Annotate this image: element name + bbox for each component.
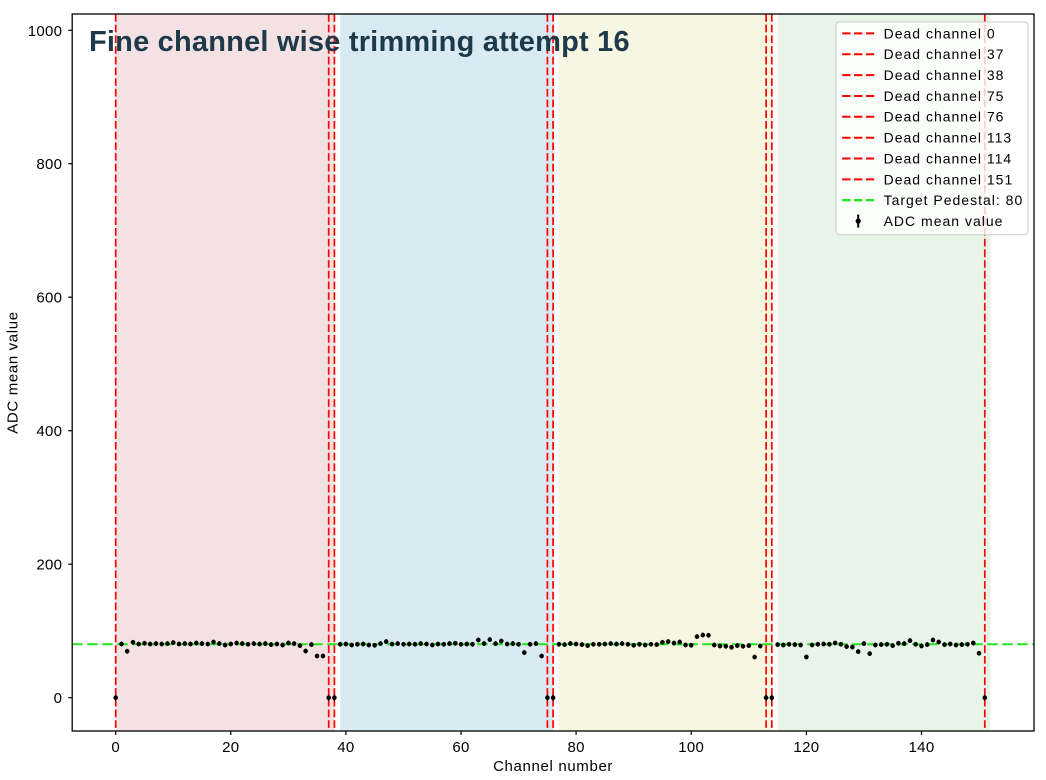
svg-text:Dead channel 114: Dead channel 114: [884, 150, 1013, 166]
svg-text:Dead channel 76: Dead channel 76: [884, 109, 1005, 125]
svg-text:600: 600: [36, 290, 62, 307]
svg-text:40: 40: [337, 739, 354, 756]
svg-text:140: 140: [909, 739, 935, 756]
svg-text:1000: 1000: [28, 23, 63, 40]
svg-text:400: 400: [36, 423, 62, 440]
svg-text:Dead channel 113: Dead channel 113: [884, 130, 1013, 146]
svg-text:120: 120: [793, 739, 819, 756]
svg-text:20: 20: [222, 739, 239, 756]
svg-text:Dead channel 0: Dead channel 0: [884, 25, 996, 41]
svg-text:Channel number: Channel number: [493, 758, 613, 775]
svg-text:800: 800: [36, 156, 62, 173]
svg-text:Target Pedestal: 80: Target Pedestal: 80: [884, 192, 1024, 208]
svg-text:100: 100: [678, 739, 704, 756]
svg-text:Dead channel 38: Dead channel 38: [884, 67, 1005, 83]
svg-text:80: 80: [567, 739, 584, 756]
svg-text:60: 60: [452, 739, 469, 756]
svg-text:0: 0: [54, 690, 63, 707]
svg-text:Fine channel wise trimming att: Fine channel wise trimming attempt 16: [89, 26, 630, 58]
svg-text:ADC mean value: ADC mean value: [4, 311, 21, 434]
svg-text:200: 200: [36, 557, 62, 574]
svg-text:ADC mean value: ADC mean value: [884, 213, 1004, 229]
svg-text:Dead channel 37: Dead channel 37: [884, 46, 1005, 62]
svg-text:0: 0: [111, 739, 120, 756]
svg-text:Dead channel 75: Dead channel 75: [884, 88, 1005, 104]
svg-text:Dead channel 151: Dead channel 151: [884, 171, 1014, 187]
